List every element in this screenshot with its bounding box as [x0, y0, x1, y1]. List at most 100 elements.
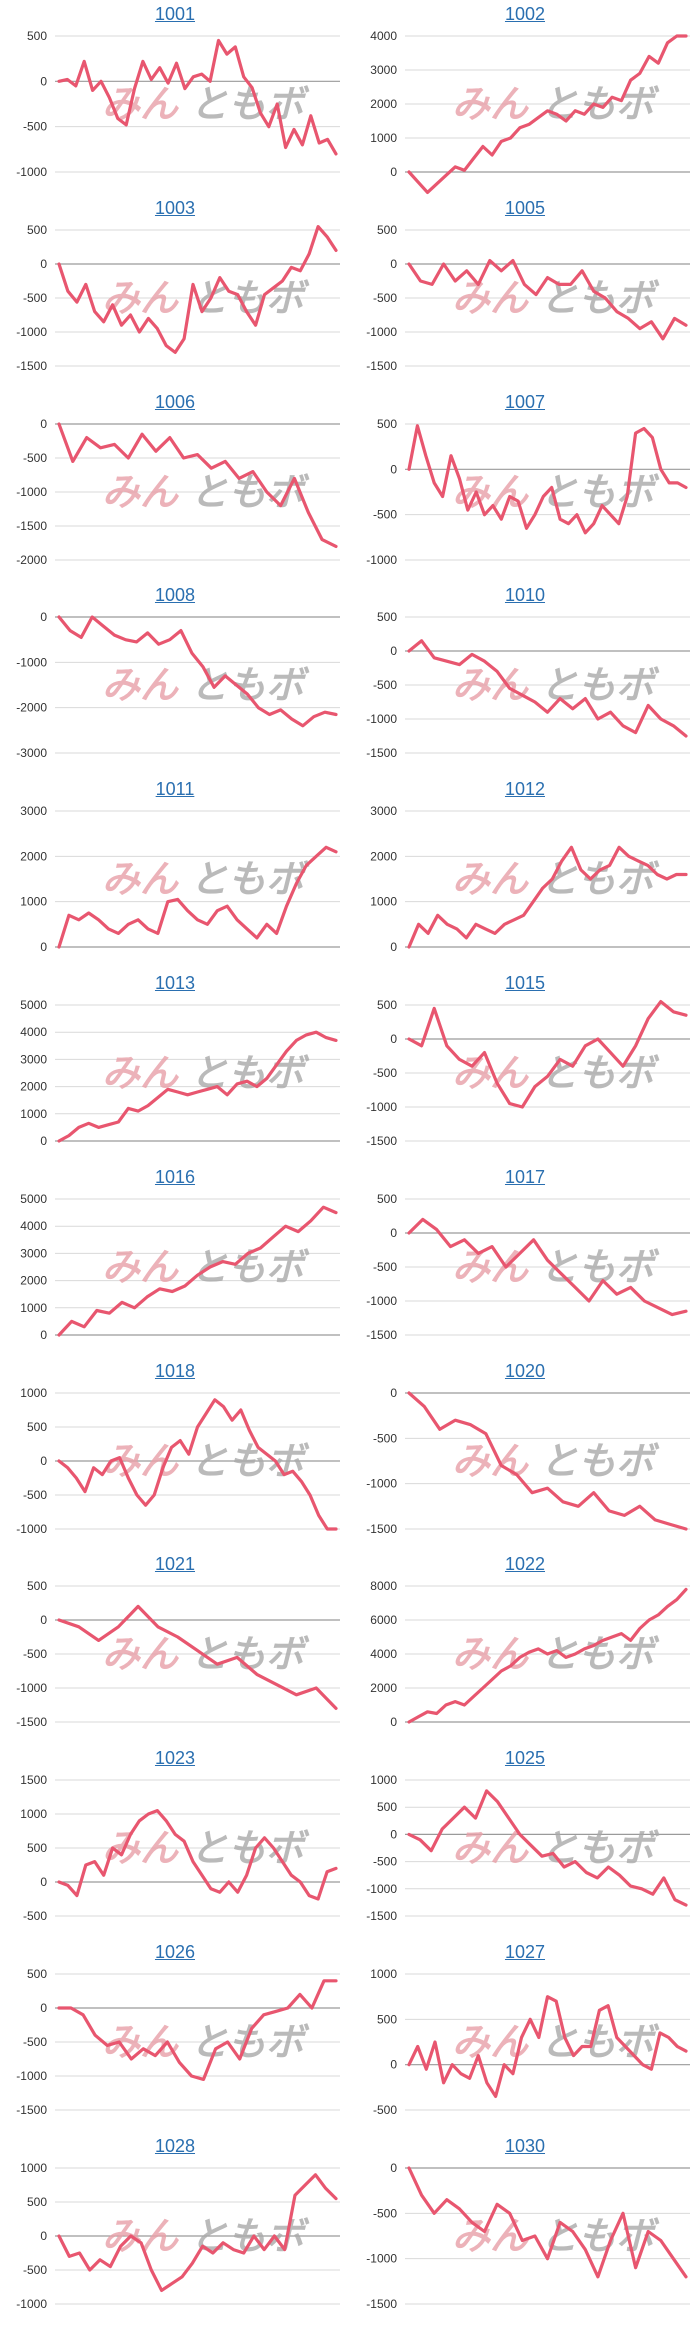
watermark-left: みん — [102, 2214, 179, 2258]
y-tick-label: 2000 — [370, 850, 397, 864]
chart-title-link[interactable]: 1006 — [154, 391, 196, 412]
chart-title-link[interactable]: 1027 — [504, 1942, 546, 1962]
y-tick-label: 0 — [40, 1134, 47, 1148]
y-tick-label: -1500 — [366, 359, 397, 373]
chart-title-link[interactable]: 1030 — [504, 2135, 546, 2156]
series-line — [407, 423, 688, 534]
y-tick-label: 5000 — [20, 1192, 47, 1206]
watermark-left: みん — [102, 857, 179, 901]
y-tick-label: 500 — [27, 1841, 47, 1855]
chart-title-link[interactable]: 1015 — [504, 973, 546, 993]
watermark-left: みん — [102, 1051, 179, 1095]
chart-panel-1023: 1023 1500 1000 500 0 -500 みん ともボ — [0, 1744, 350, 1938]
y-tick-label: 0 — [40, 74, 47, 88]
y-tick-label: -1000 — [366, 325, 397, 339]
chart-panel-1027: 1027 1000 500 0 -500 みん ともボ — [350, 1938, 700, 2132]
y-tick-label: -500 — [23, 2263, 47, 2277]
chart-panel-1012: 1012 3000 2000 1000 0 みん ともボ — [350, 775, 700, 969]
y-tick-label: 0 — [40, 1328, 47, 1342]
y-tick-label: -500 — [373, 2206, 397, 2220]
y-tick-label: 1000 — [20, 2161, 47, 2175]
chart-panel-1002: 1002 4000 3000 2000 1000 0 みん ともボ — [350, 0, 700, 194]
y-tick-label: -1500 — [366, 1522, 397, 1536]
chart-title-link[interactable]: 1010 — [504, 585, 546, 606]
chart-title-link[interactable]: 1018 — [154, 1360, 196, 1381]
y-tick-label: -500 — [373, 1066, 397, 1080]
y-tick-label: 500 — [377, 998, 397, 1012]
line-chart: 0 -1000 -2000 -3000 みん ともボ — [16, 610, 340, 760]
y-tick-label: 500 — [377, 1800, 397, 1814]
watermark-left: みん — [452, 1051, 529, 1095]
y-tick-label: 0 — [390, 1032, 397, 1046]
y-tick-label: 500 — [27, 1579, 47, 1593]
watermark-right: ともボ — [540, 1826, 660, 1870]
y-tick-label: -1000 — [16, 325, 47, 339]
series-line — [407, 1390, 688, 1531]
chart-title-link[interactable]: 1023 — [154, 1748, 196, 1769]
y-tick-label: -1000 — [366, 1100, 397, 1114]
line-chart: 4000 3000 2000 1000 0 みん ともボ — [370, 29, 690, 194]
y-tick-label: 0 — [390, 1715, 397, 1729]
y-tick-label: 2000 — [370, 1681, 397, 1695]
watermark-right: ともボ — [540, 82, 660, 126]
series-line — [57, 38, 338, 156]
watermark-left: みん — [452, 1826, 529, 1870]
chart-title-link[interactable]: 1007 — [504, 391, 546, 412]
chart-panel-1007: 1007 500 0 -500 -1000 みん ともボ — [350, 388, 700, 582]
chart-title-link[interactable]: 1016 — [154, 1166, 196, 1187]
chart-title-link[interactable]: 1017 — [504, 1166, 546, 1187]
chart-title-link[interactable]: 1022 — [504, 1554, 546, 1575]
series-line — [407, 1588, 688, 1724]
series-line — [57, 1605, 338, 1711]
chart-panel-1005: 1005 500 0 -500 -1000 -1500 みん ともボ — [350, 194, 700, 388]
y-tick-label: 500 — [27, 1420, 47, 1434]
y-tick-label: 500 — [27, 223, 47, 237]
chart-title-link[interactable]: 1020 — [504, 1360, 546, 1381]
chart-panel-1017: 1017 500 0 -500 -1000 -1500 みん ともボ — [350, 1163, 700, 1357]
watermark-left: みん — [452, 1245, 529, 1289]
chart-title-link[interactable]: 1012 — [504, 779, 546, 800]
chart-title-link[interactable]: 1008 — [154, 585, 196, 606]
chart-title-link[interactable]: 1005 — [504, 197, 546, 218]
y-tick-label: 500 — [377, 417, 397, 431]
y-tick-label: 0 — [390, 2058, 397, 2072]
chart-panel-1006: 1006 0 -500 -1000 -1500 -2000 みん ともボ — [0, 388, 350, 582]
chart-title-link[interactable]: 1001 — [154, 4, 196, 24]
watermark-left: みん — [102, 663, 179, 707]
y-tick-label: 500 — [377, 223, 397, 237]
chart-title-link[interactable]: 1003 — [154, 197, 196, 218]
chart-title-link[interactable]: 1026 — [154, 1942, 196, 1962]
y-tick-label: 0 — [390, 165, 397, 179]
y-tick-label: 4000 — [20, 1219, 47, 1233]
y-tick-label: -1000 — [16, 165, 47, 179]
y-tick-label: -1500 — [16, 359, 47, 373]
y-tick-label: 1000 — [20, 1807, 47, 1821]
y-tick-label: 1000 — [370, 1967, 397, 1981]
y-tick-label: 0 — [390, 1226, 397, 1240]
chart-title-link[interactable]: 1013 — [154, 973, 196, 993]
series-line — [407, 845, 688, 949]
y-tick-label: -500 — [373, 1855, 397, 1869]
chart-title-link[interactable]: 1028 — [154, 2135, 196, 2156]
y-tick-label: -1000 — [16, 485, 47, 499]
line-chart: 500 0 -500 -1000 みん ともボ — [16, 29, 340, 179]
y-tick-label: 2000 — [20, 1273, 47, 1287]
chart-title-link[interactable]: 1002 — [504, 4, 546, 24]
chart-title-link[interactable]: 1021 — [154, 1554, 196, 1575]
chart-panel-1013: 1013 5000 4000 3000 2000 1000 0 みん ともボ — [0, 969, 350, 1163]
chart-title-link[interactable]: 1025 — [504, 1748, 546, 1769]
chart-title-link[interactable]: 1011 — [155, 779, 195, 800]
y-tick-label: 1000 — [20, 1301, 47, 1315]
y-tick-label: 1000 — [20, 895, 47, 909]
chart-panel-1025: 1025 1000 500 0 -500 -1000 -1500 みん ともボ — [350, 1744, 700, 1938]
chart-panel-1026: 1026 500 0 -500 -1000 -1500 みん ともボ — [0, 1938, 350, 2132]
y-tick-label: 0 — [390, 462, 397, 476]
watermark-right: ともボ — [190, 82, 310, 126]
y-tick-label: 3000 — [370, 804, 397, 818]
y-tick-label: 500 — [377, 2012, 397, 2026]
y-tick-label: -500 — [373, 1260, 397, 1274]
